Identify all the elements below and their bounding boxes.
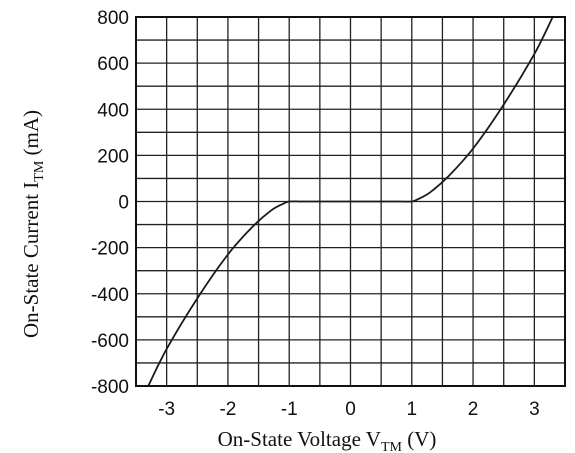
y-tick-label: -400 [91, 285, 129, 306]
x-tick-label: 3 [529, 399, 540, 420]
y-tick-label: 600 [97, 54, 129, 75]
y-axis-title-suffix: (mA) [19, 110, 43, 161]
y-tick-label: 400 [97, 100, 129, 121]
y-tick-label: 200 [97, 146, 129, 167]
x-axis-title-suffix: (V) [402, 427, 436, 451]
y-tick-label: -600 [91, 331, 129, 352]
y-axis-title: On-State Current ITM (mA) [19, 110, 47, 338]
y-tick-label: 0 [118, 193, 129, 214]
x-axis-title-prefix: On-State Voltage V [218, 427, 381, 451]
x-axis-title: On-State Voltage VTM (V) [218, 427, 437, 453]
plot-frame [135, 16, 566, 387]
y-tick-label: -200 [91, 239, 129, 260]
x-axis-title-subscript: TM [381, 440, 403, 453]
x-tick-label: 1 [406, 399, 417, 420]
grid [135, 16, 566, 387]
y-axis-title-subscript: TM [32, 160, 47, 182]
x-tick-label: -1 [281, 399, 298, 420]
y-axis-title-prefix: On-State Current I [19, 182, 43, 338]
series-line [147, 16, 554, 387]
x-tick-label: 2 [468, 399, 479, 420]
y-tick-label: 800 [97, 8, 129, 29]
tick-labels: -3 -2 -1 0 1 2 3 800 600 400 200 0 -200 -400 -600 -800 [91, 8, 540, 420]
series-layer [147, 16, 554, 387]
x-tick-label: -3 [158, 399, 175, 420]
x-tick-label: -2 [219, 399, 236, 420]
x-tick-label: 0 [345, 399, 356, 420]
y-tick-label: -800 [91, 377, 129, 398]
